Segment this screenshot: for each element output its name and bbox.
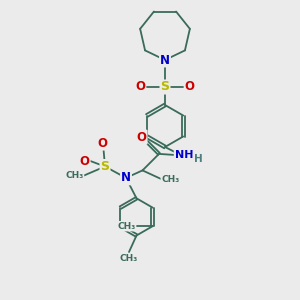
Text: O: O: [184, 80, 195, 94]
Text: N: N: [121, 171, 131, 184]
Text: CH₃: CH₃: [117, 222, 136, 231]
Text: O: O: [136, 130, 147, 144]
Text: CH₃: CH₃: [120, 254, 138, 263]
Text: CH₃: CH₃: [161, 175, 179, 184]
Text: O: O: [80, 154, 90, 168]
Text: O: O: [97, 136, 107, 150]
Text: S: S: [100, 160, 109, 173]
Text: O: O: [135, 80, 146, 94]
Text: N: N: [160, 53, 170, 67]
Text: CH₃: CH₃: [65, 171, 83, 180]
Text: S: S: [160, 80, 169, 94]
Text: H: H: [194, 154, 202, 164]
Text: NH: NH: [175, 150, 193, 161]
